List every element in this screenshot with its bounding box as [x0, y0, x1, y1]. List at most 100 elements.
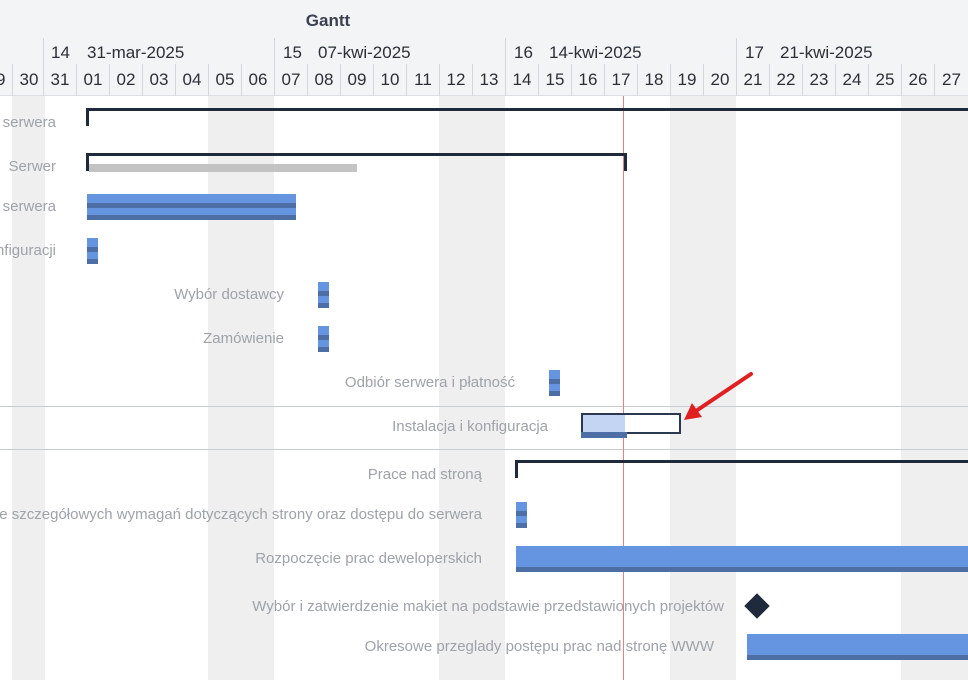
task-label[interactable]: Instalacja i konfiguracja	[392, 418, 548, 435]
selected-row-top-border	[0, 406, 968, 407]
task-label[interactable]: Rozpoczęcie prac deweloperskich	[255, 550, 482, 567]
day-cell: 07	[274, 64, 307, 96]
day-cell: 27	[934, 64, 968, 96]
week-separator	[505, 38, 506, 64]
week-number: 14	[51, 43, 70, 62]
task-bar-shadow	[318, 303, 329, 308]
day-cell: 23	[802, 64, 835, 96]
task-bar-stripe	[87, 203, 296, 208]
day-cell: 15	[538, 64, 571, 96]
day-cell: 14	[505, 64, 538, 96]
task-bar-shadow	[318, 347, 329, 352]
task-label[interactable]: Prace nad stroną	[367, 466, 482, 483]
day-cell: 24	[835, 64, 868, 96]
day-cell: 02	[109, 64, 142, 96]
task-label[interactable]: Serwer	[8, 158, 56, 175]
task-bar-stripe	[87, 247, 98, 252]
task-bar-shadow	[581, 432, 627, 438]
day-cell: 22	[769, 64, 802, 96]
week-separator	[274, 38, 275, 64]
task-bar-shadow	[516, 567, 968, 572]
day-cell: 04	[175, 64, 208, 96]
day-cell: 12	[439, 64, 472, 96]
week-date: 31-mar-2025	[87, 43, 185, 62]
week-date: 07-kwi-2025	[318, 43, 411, 62]
task-label[interactable]: Zakup serwera	[0, 114, 56, 131]
task-label[interactable]: Konfiguracji	[0, 242, 56, 259]
summary-progress-bar	[89, 164, 357, 172]
week-number: 16	[514, 43, 533, 62]
task-label[interactable]: Zamówienie	[203, 330, 284, 347]
day-cell: 25	[868, 64, 901, 96]
day-cell: 16	[571, 64, 604, 96]
day-cell: 31	[43, 64, 76, 96]
week-number: 15	[283, 43, 302, 62]
timeline-header: Gantt 14 31-mar-2025 15 07-kwi-2025 16 1…	[0, 0, 968, 96]
week-separator	[736, 38, 737, 64]
day-cell: 18	[637, 64, 670, 96]
task-bar-shadow	[549, 391, 560, 396]
task-progress-fill	[583, 415, 625, 432]
day-cell: 19	[670, 64, 703, 96]
task-label-clip: Konfiguracja serwera	[0, 198, 56, 218]
task-bar[interactable]	[747, 634, 968, 660]
task-bar[interactable]	[549, 370, 560, 396]
task-bar-stripe	[318, 291, 329, 296]
day-cell: 05	[208, 64, 241, 96]
week-date: 14-kwi-2025	[549, 43, 642, 62]
task-label[interactable]: Ustalenie szczegółowych wymagań dotycząc…	[0, 506, 482, 523]
task-bar-shadow	[87, 215, 296, 220]
task-bar-shadow	[747, 655, 968, 660]
task-label-clip: Konfiguracji	[0, 242, 56, 262]
task-bar-shadow	[87, 259, 98, 264]
task-bar[interactable]	[516, 546, 968, 572]
task-bar-stripe	[549, 379, 560, 384]
task-bar[interactable]	[87, 194, 296, 220]
gantt-title: Gantt	[305, 11, 351, 30]
weekend-column	[12, 96, 45, 680]
task-bar[interactable]	[87, 238, 98, 264]
day-cell: 09	[340, 64, 373, 96]
day-cell: 10	[373, 64, 406, 96]
week-separator	[43, 38, 44, 64]
day-cell: 30	[12, 64, 45, 96]
day-cell: 13	[472, 64, 505, 96]
summary-bar[interactable]	[86, 153, 627, 171]
task-label-clip: Zakup serwera	[0, 114, 56, 134]
week-date: 21-kwi-2025	[780, 43, 873, 62]
task-bar[interactable]	[318, 326, 329, 352]
today-marker-line	[623, 96, 624, 680]
summary-bar[interactable]	[86, 108, 968, 126]
weekend-column	[901, 96, 968, 680]
weekend-column	[439, 96, 505, 680]
day-cell: 20	[703, 64, 736, 96]
day-cell: 26	[901, 64, 934, 96]
day-cell: 29	[0, 64, 12, 96]
day-cell: 06	[241, 64, 274, 96]
day-cell: 03	[142, 64, 175, 96]
day-cell: 08	[307, 64, 340, 96]
week-number: 17	[745, 43, 764, 62]
task-label[interactable]: Wybór i zatwierdzenie makiet na podstawi…	[252, 598, 724, 615]
day-cell: 17	[604, 64, 637, 96]
task-bar[interactable]	[516, 502, 527, 528]
task-bar[interactable]	[318, 282, 329, 308]
day-cell: 21	[736, 64, 769, 96]
summary-bar[interactable]	[515, 460, 968, 478]
task-label[interactable]: Wybór dostawcy	[174, 286, 284, 303]
task-bar-stripe	[516, 511, 527, 516]
task-label[interactable]: Odbiór serwera i płatność	[344, 374, 515, 391]
selected-row-bottom-border	[0, 449, 968, 450]
weekend-column	[208, 96, 274, 680]
day-cell: 01	[76, 64, 109, 96]
task-label[interactable]: Okresowe przeglady postępu prac nad stro…	[364, 638, 714, 655]
task-label-clip: Serwer	[0, 158, 56, 178]
weekend-column	[670, 96, 736, 680]
day-cell: 11	[406, 64, 439, 96]
task-bar-shadow	[516, 523, 527, 528]
task-bar-stripe	[318, 335, 329, 340]
selected-task-bar[interactable]	[581, 413, 681, 438]
task-label[interactable]: Konfiguracja serwera	[0, 198, 56, 215]
